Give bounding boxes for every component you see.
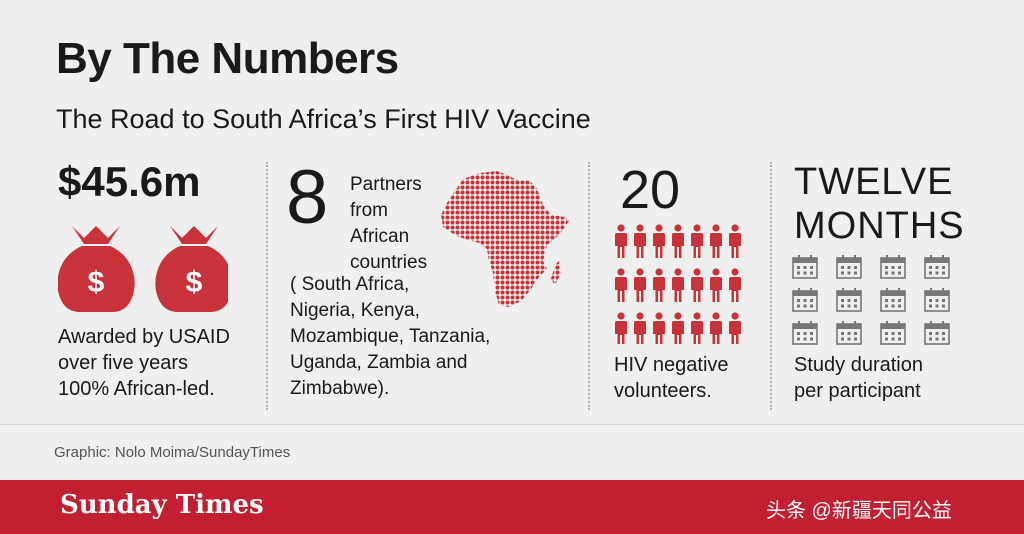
text-line: 100% African-led. (58, 378, 215, 400)
column-divider (266, 162, 268, 410)
funding-description: Awarded by USAID over five years 100% Af… (58, 324, 268, 402)
sunday-times-logo: Sunday Times (60, 490, 264, 520)
person-icon (672, 224, 684, 258)
person-icon (691, 312, 703, 344)
page-subtitle: The Road to South Africa’s First HIV Vac… (56, 104, 591, 134)
money-bag-icon: $ (58, 226, 135, 312)
graphic-credit: Graphic: Nolo Moima/SundayTimes (54, 444, 291, 461)
person-icon (691, 268, 703, 302)
text-line: HIV negative (614, 354, 729, 376)
dollar-sign: $ (186, 266, 203, 299)
calendar-icon (924, 287, 950, 312)
calendar-icon (836, 287, 862, 312)
person-icon (615, 312, 627, 344)
person-icon (634, 268, 646, 302)
calendar-grid (792, 254, 950, 345)
calendar-icon (924, 320, 950, 345)
calendar-icon (792, 287, 818, 312)
funding-amount: $45.6m (58, 158, 201, 205)
text-line: volunteers. (614, 380, 712, 402)
calendar-icon (880, 287, 906, 312)
calendar-icon (836, 320, 862, 345)
person-icon (710, 224, 722, 258)
text-line: from (350, 200, 388, 221)
text-line: Awarded by USAID (58, 326, 230, 348)
footer-bar (0, 480, 1024, 534)
separator (0, 424, 1024, 425)
person-icon (710, 268, 722, 302)
person-icon (634, 312, 646, 344)
person-icon (615, 268, 627, 302)
person-icon (653, 224, 665, 258)
column-divider (770, 162, 772, 410)
people-grid (615, 224, 741, 344)
calendar-icon (836, 254, 862, 279)
africa-map-icon (441, 171, 569, 307)
text-line: Uganda, Zambia and (290, 352, 468, 373)
person-icon (672, 312, 684, 344)
calendar-icon (880, 320, 906, 345)
person-icon (672, 268, 684, 302)
dollar-sign: $ (88, 266, 105, 299)
duration-title: TWELVE MONTHS (794, 160, 965, 248)
text-line: over five years (58, 352, 189, 374)
text-line: Partners (350, 174, 422, 195)
partners-count: 8 (286, 155, 329, 240)
money-bag-icon: $ (155, 226, 228, 312)
calendar-icon (792, 254, 818, 279)
calendar-icon (924, 254, 950, 279)
text-line: TWELVE (794, 161, 954, 203)
text-line: Study duration (794, 354, 923, 376)
text-line: Mozambique, Tanzania, (290, 326, 491, 347)
text-line: African (350, 226, 410, 247)
partner-countries: ( South Africa, Nigeria, Kenya, Mozambiq… (290, 272, 530, 402)
money-bags: $ $ (58, 226, 228, 312)
text-line: MONTHS (794, 205, 965, 247)
duration-description: Study duration per participant (794, 352, 984, 404)
person-icon (710, 312, 722, 344)
person-icon (729, 312, 741, 344)
calendar-icon (880, 254, 906, 279)
calendar-icon (792, 320, 818, 345)
person-icon (729, 268, 741, 302)
text-line: Nigeria, Kenya, (290, 300, 420, 321)
person-icon (653, 312, 665, 344)
page-title: By The Numbers (56, 34, 399, 83)
person-icon (634, 224, 646, 258)
person-icon (653, 268, 665, 302)
watermark-text: 头条 @新疆天同公益 (766, 500, 952, 522)
person-icon (691, 224, 703, 258)
text-line: Zimbabwe). (290, 378, 390, 399)
volunteers-description: HIV negative volunteers. (614, 352, 764, 404)
partners-label: Partners from African countries (350, 172, 450, 276)
person-icon (729, 224, 741, 258)
volunteers-count: 20 (620, 160, 681, 220)
text-line: countries (350, 252, 428, 273)
person-icon (615, 224, 627, 258)
text-line: ( South Africa, (290, 274, 410, 295)
column-divider (588, 162, 590, 410)
text-line: per participant (794, 380, 921, 402)
